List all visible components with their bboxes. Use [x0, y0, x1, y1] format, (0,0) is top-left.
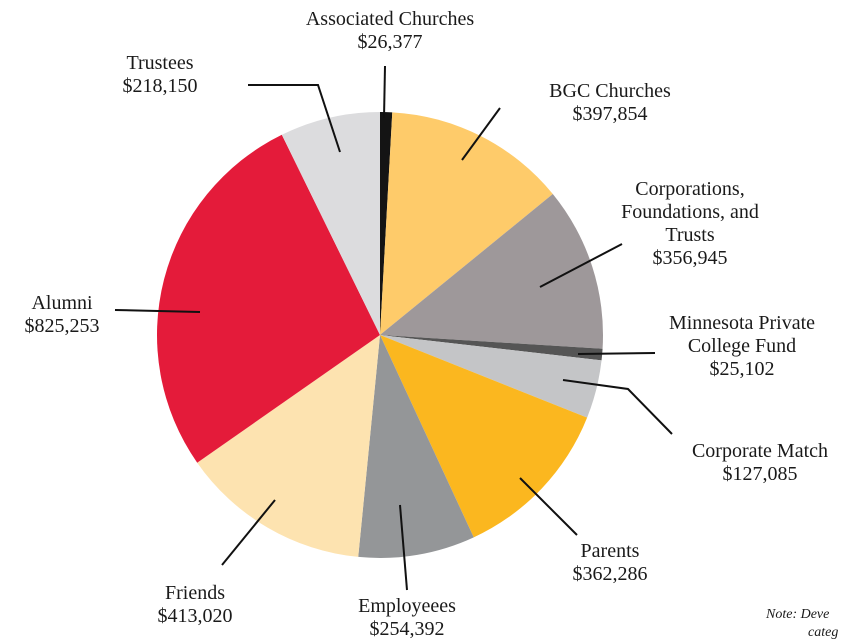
- value-label: $413,020: [157, 605, 233, 627]
- slice-label: BGC Churches $397,854: [510, 80, 710, 126]
- pie-slice: [380, 335, 603, 361]
- value-label: $127,085: [722, 463, 798, 485]
- category-label: Employeees: [358, 595, 456, 617]
- slice-label: Parents $362,286: [535, 540, 685, 586]
- pie-slice: [156, 134, 380, 463]
- slice-label: Employeees $254,392: [307, 595, 507, 641]
- slice-label: Corporations, Foundations, and Trusts $35…: [615, 178, 765, 270]
- pie-slice: [380, 335, 588, 538]
- value-label: $397,854: [572, 103, 648, 125]
- pie-slice: [380, 112, 553, 335]
- leader-line: [114, 309, 201, 313]
- leader-line: [399, 504, 408, 591]
- leader-line: [221, 499, 276, 566]
- note: Note: Deve: [766, 607, 830, 622]
- value-label: $26,377: [357, 31, 423, 53]
- leader-line: [577, 352, 656, 355]
- value-label: $254,392: [369, 618, 445, 640]
- value-label: $362,286: [572, 563, 648, 585]
- category-label: Trustees: [126, 52, 194, 74]
- pie-slice: [281, 112, 380, 335]
- value-label: $25,102: [709, 358, 775, 380]
- category-label: Alumni: [31, 292, 93, 314]
- slice-label: Corporate Match $127,085: [660, 440, 856, 486]
- value-label: $356,945: [652, 247, 728, 269]
- leader-line: [248, 84, 341, 153]
- note: categ: [808, 625, 839, 640]
- value-label: $825,253: [24, 315, 100, 337]
- category-label: Friends: [165, 582, 225, 604]
- leader-line: [539, 243, 623, 288]
- leader-line: [461, 107, 501, 161]
- category-label: Corporate Match: [691, 440, 829, 462]
- pie-slice: [197, 335, 380, 557]
- slice-label: Minnesota Private College Fund $25,102: [647, 312, 837, 381]
- category-label: BGC Churches: [549, 80, 671, 102]
- pie-slice: [358, 335, 474, 558]
- leader-line: [562, 379, 673, 435]
- pie-slice: [380, 112, 393, 335]
- category-label: Parents: [580, 540, 640, 562]
- slice-label: Associated Churches $26,377: [270, 8, 510, 54]
- value-label: $218,150: [122, 75, 198, 97]
- leader-line: [519, 477, 578, 536]
- leader-line: [383, 65, 386, 119]
- category-label: Corporations, Foundations, and Trusts: [621, 178, 759, 246]
- slice-label: Friends $413,020: [120, 582, 270, 628]
- category-label: Minnesota Private College Fund: [668, 312, 816, 357]
- pie-slice: [380, 335, 602, 418]
- slice-label: Alumni $825,253: [0, 292, 127, 338]
- category-label: Associated Churches: [305, 8, 475, 30]
- pie-slice: [380, 194, 603, 349]
- slice-label: Trustees $218,150: [85, 52, 235, 98]
